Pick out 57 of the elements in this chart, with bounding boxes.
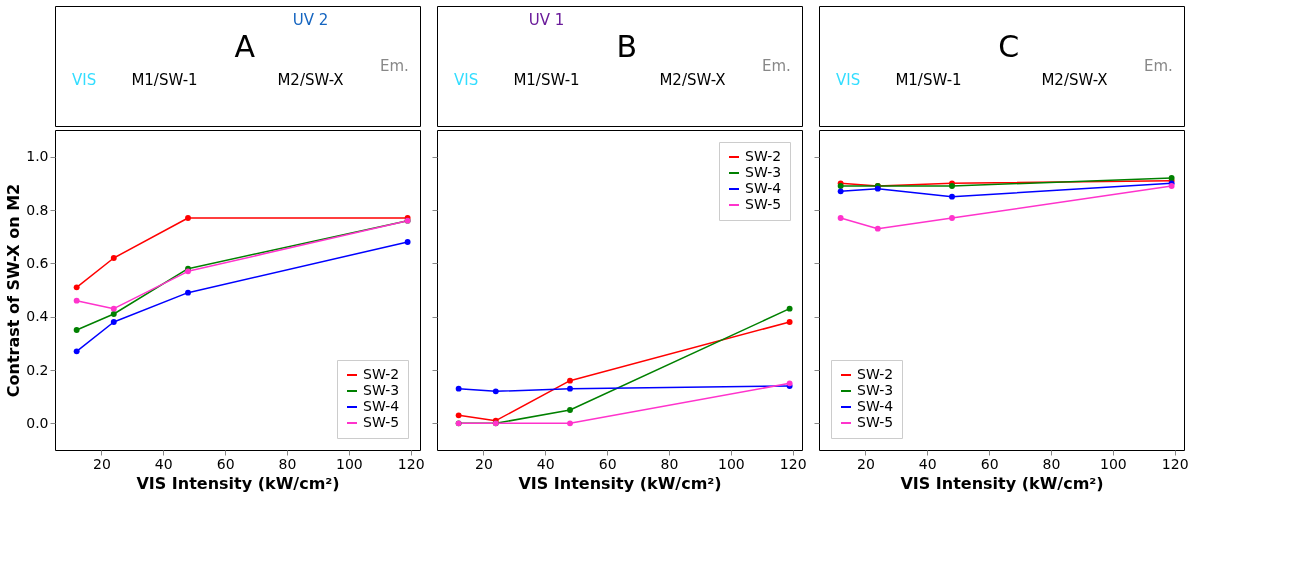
x-tick-label: 20 bbox=[92, 455, 111, 472]
x-axis-title: VIS Intensity (kW/cm²) bbox=[900, 473, 1104, 493]
text: M1/SW-1 bbox=[513, 71, 580, 90]
x-tick-label: 100 bbox=[717, 455, 745, 472]
text: VIS bbox=[836, 71, 861, 90]
legend-label: SW-4 bbox=[857, 398, 894, 414]
y-tick-label: 0.2 bbox=[26, 361, 49, 378]
legend-label: SW-2 bbox=[363, 366, 400, 382]
legend-label: SW-5 bbox=[363, 414, 400, 430]
x-tick-label: 100 bbox=[335, 455, 363, 472]
text: M2/SW-X bbox=[1041, 71, 1108, 90]
x-tick-label: 20 bbox=[474, 455, 493, 472]
y-tick-label: 1.0 bbox=[26, 148, 49, 165]
legend-label: SW-4 bbox=[363, 398, 400, 414]
y-axis-title: Contrast of SW-X on M2 bbox=[4, 183, 24, 398]
text: M1/SW-1 bbox=[131, 71, 198, 90]
legend-label: SW-3 bbox=[857, 382, 894, 398]
y-tick-label: 0.6 bbox=[26, 254, 49, 271]
legend-label: SW-3 bbox=[363, 382, 400, 398]
x-tick-label: 120 bbox=[397, 455, 425, 472]
x-tick-label: 60 bbox=[980, 455, 999, 472]
x-tick-label: 20 bbox=[856, 455, 875, 472]
y-tick-label: 0.8 bbox=[26, 201, 49, 218]
text: VIS bbox=[454, 71, 479, 90]
x-tick-label: 80 bbox=[1042, 455, 1061, 472]
legend-label: SW-5 bbox=[857, 414, 894, 430]
text: Em. bbox=[762, 57, 791, 75]
x-tick-label: 100 bbox=[1099, 455, 1127, 472]
chart-title: B bbox=[616, 29, 638, 64]
x-tick-label: 60 bbox=[598, 455, 617, 472]
text: M2/SW-X bbox=[277, 71, 344, 90]
y-tick-label: 0.4 bbox=[26, 308, 49, 325]
x-tick-label: 40 bbox=[536, 455, 555, 472]
x-axis-title: VIS Intensity (kW/cm²) bbox=[136, 473, 340, 493]
x-tick-label: 40 bbox=[154, 455, 173, 472]
x-tick-label: 120 bbox=[1161, 455, 1189, 472]
text: M1/SW-1 bbox=[895, 71, 962, 90]
text: M2/SW-X bbox=[659, 71, 726, 90]
legend-label: SW-5 bbox=[745, 196, 782, 212]
legend-label: SW-4 bbox=[745, 180, 782, 196]
x-axis-title: VIS Intensity (kW/cm²) bbox=[518, 473, 722, 493]
chart-title: C bbox=[998, 29, 1020, 64]
text: Em. bbox=[1144, 57, 1173, 75]
x-tick-label: 80 bbox=[660, 455, 679, 472]
y-tick-label: 0.0 bbox=[26, 414, 49, 431]
legend-label: SW-3 bbox=[745, 164, 782, 180]
x-tick-label: 80 bbox=[278, 455, 297, 472]
legend-label: SW-2 bbox=[857, 366, 894, 382]
legend-label: SW-2 bbox=[745, 148, 782, 164]
text: UV 2 bbox=[292, 11, 329, 30]
text: Em. bbox=[380, 57, 409, 75]
text: VIS bbox=[72, 71, 97, 90]
x-tick-label: 60 bbox=[216, 455, 235, 472]
x-tick-label: 120 bbox=[779, 455, 807, 472]
x-tick-label: 40 bbox=[918, 455, 937, 472]
text: UV 1 bbox=[528, 11, 565, 30]
chart-title: A bbox=[234, 29, 256, 64]
